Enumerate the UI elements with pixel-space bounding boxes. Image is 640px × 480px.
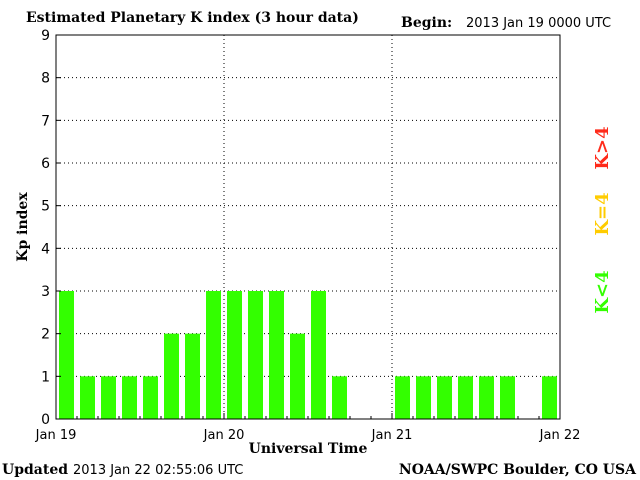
y-tick-label: 0	[41, 412, 50, 428]
x-tick-label: Jan 20	[203, 428, 245, 443]
begin-label: Begin:	[401, 15, 452, 31]
grid-lines	[56, 35, 560, 419]
bar-series	[59, 291, 557, 419]
y-tick-label: 3	[41, 284, 50, 300]
kp-bar	[416, 376, 431, 419]
kp-bar	[185, 333, 200, 419]
kp-bar	[542, 376, 557, 419]
legend: K>4 K=4 K<4	[592, 126, 613, 313]
x-tick-label: Jan 19	[35, 428, 77, 443]
x-axis-label: Universal Time	[249, 441, 368, 457]
source-credit: NOAA/SWPC Boulder, CO USA	[399, 462, 637, 478]
kp-bar	[311, 291, 326, 419]
kp-bar	[290, 333, 305, 419]
updated-label: Updated	[2, 462, 68, 478]
kp-bar	[437, 376, 452, 419]
y-tick-label: 9	[41, 28, 50, 44]
x-tick-label: Jan 22	[539, 428, 581, 443]
updated-value: 2013 Jan 22 02:55:06 UTC	[73, 463, 243, 478]
y-tick-label: 5	[41, 199, 50, 215]
y-tick-label: 2	[41, 327, 50, 343]
legend-mid: K=4	[592, 192, 613, 235]
kp-bar	[164, 333, 179, 419]
y-tick-label: 8	[41, 71, 50, 87]
kp-bar	[479, 376, 494, 419]
kp-bar	[395, 376, 410, 419]
y-axis-ticks: 0 1 2 3 4 5 6 7 8 9	[41, 28, 61, 428]
begin-value: 2013 Jan 19 0000 UTC	[466, 16, 611, 31]
y-tick-label: 7	[41, 113, 50, 129]
chart-title: Estimated Planetary K index (3 hour data…	[26, 10, 359, 26]
legend-low: K<4	[592, 270, 613, 313]
kp-bar	[248, 291, 263, 419]
plot-area: 0 1 2 3 4 5 6 7 8 9 Jan 19 Jan 20 Jan 21 Jan 22	[35, 28, 581, 443]
y-tick-label: 4	[41, 241, 50, 257]
kp-bar	[458, 376, 473, 419]
y-tick-label: 1	[41, 369, 50, 385]
kp-bar	[143, 376, 158, 419]
kp-bar	[269, 291, 284, 419]
x-axis-ticks: Jan 19 Jan 20 Jan 21 Jan 22	[35, 413, 581, 443]
kp-bar	[122, 376, 137, 419]
kp-bar	[59, 291, 74, 419]
plot-frame	[55, 34, 561, 420]
kp-bar	[332, 376, 347, 419]
kp-bar	[500, 376, 515, 419]
kp-bar	[227, 291, 242, 419]
y-tick-label: 6	[41, 156, 50, 172]
kp-bar	[206, 291, 221, 419]
kp-bar	[101, 376, 116, 419]
y-axis-label: Kp index	[15, 192, 31, 262]
kp-bar	[80, 376, 95, 419]
x-tick-label: Jan 21	[371, 428, 413, 443]
legend-high: K>4	[592, 126, 613, 169]
